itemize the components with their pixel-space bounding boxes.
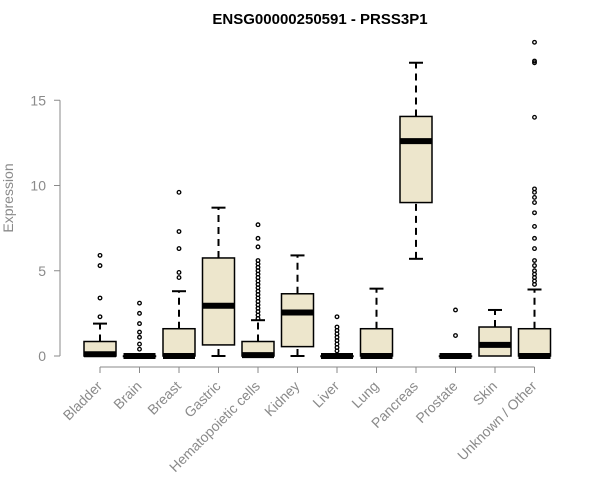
outlier-point [97, 295, 103, 301]
x-tick-label: Prostate [412, 378, 460, 426]
box-group [320, 314, 354, 359]
outlier-point [137, 329, 142, 335]
outlier-point [255, 244, 261, 250]
outlier-point [97, 252, 103, 258]
outlier-point [334, 324, 340, 330]
outlier-point [532, 194, 537, 200]
x-tick-label: Kidney [261, 378, 303, 420]
box-iqr [201, 257, 236, 346]
box-group [122, 300, 157, 359]
outlier-point [532, 60, 537, 66]
outlier-point [453, 333, 458, 338]
x-tick-label: Bladder [60, 378, 106, 424]
outlier-point [97, 314, 103, 320]
outlier-point [137, 346, 142, 352]
box-group [241, 222, 275, 359]
x-tick-label: Liver [309, 378, 342, 411]
outlier-point [532, 210, 537, 216]
outlier-point [334, 314, 340, 320]
y-tick-label: 5 [38, 263, 46, 279]
box-group [478, 308, 512, 357]
x-tick-label: Skin [470, 378, 501, 409]
outlier-point [137, 300, 142, 306]
outlier-point [176, 189, 182, 195]
box-group [162, 189, 196, 359]
box-iqr [478, 326, 512, 357]
x-tick-label: Lung [348, 378, 381, 411]
outlier-point [532, 246, 537, 252]
x-tick-label: Brain [110, 378, 144, 412]
outlier-point [176, 270, 182, 275]
box-group [83, 252, 117, 358]
y-tick-label: 0 [38, 348, 46, 364]
box-group [280, 254, 315, 357]
outlier-point [532, 235, 537, 241]
outlier-point [532, 268, 537, 274]
x-tick-label: Breast [144, 378, 184, 418]
outlier-point [532, 200, 537, 205]
box-iqr [517, 327, 552, 357]
outlier-point [532, 223, 537, 229]
outlier-point [176, 246, 182, 252]
box-group [438, 307, 473, 359]
outlier-point [137, 321, 142, 327]
plot-area [83, 39, 552, 359]
chart-title: ENSG00000250591 - PRSS3P1 [212, 11, 427, 28]
outlier-point [255, 235, 261, 241]
outlier-point [176, 229, 182, 234]
box-group [517, 39, 552, 359]
box-iqr [162, 327, 196, 357]
outlier-point [176, 275, 182, 281]
outlier-point [532, 39, 537, 45]
box-group [201, 206, 236, 357]
y-tick-label: 15 [30, 92, 46, 108]
y-tick-label: 10 [30, 178, 46, 194]
outlier-point [532, 186, 537, 192]
outlier-point [532, 258, 537, 263]
outlier-point [453, 307, 458, 313]
y-axis-label: Expression [0, 163, 16, 232]
outlier-point [532, 114, 537, 120]
box-iqr [280, 293, 315, 348]
outlier-point [97, 263, 103, 269]
outlier-point [255, 258, 261, 263]
outlier-point [137, 310, 142, 316]
box-iqr [399, 115, 433, 204]
outlier-point [137, 341, 142, 347]
outlier-point [255, 222, 261, 228]
outlier-point [137, 334, 142, 340]
box-group [359, 287, 394, 359]
box-iqr [359, 327, 394, 357]
outlier-point [532, 263, 537, 269]
box-group [399, 61, 433, 260]
outlier-point [532, 58, 537, 64]
